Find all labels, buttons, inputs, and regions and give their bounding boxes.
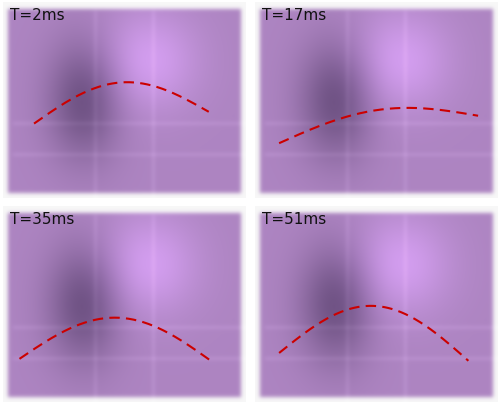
Text: T=17ms: T=17ms	[262, 8, 326, 23]
Text: T=51ms: T=51ms	[262, 212, 326, 227]
Text: T=2ms: T=2ms	[10, 8, 64, 23]
Text: T=35ms: T=35ms	[10, 212, 74, 227]
